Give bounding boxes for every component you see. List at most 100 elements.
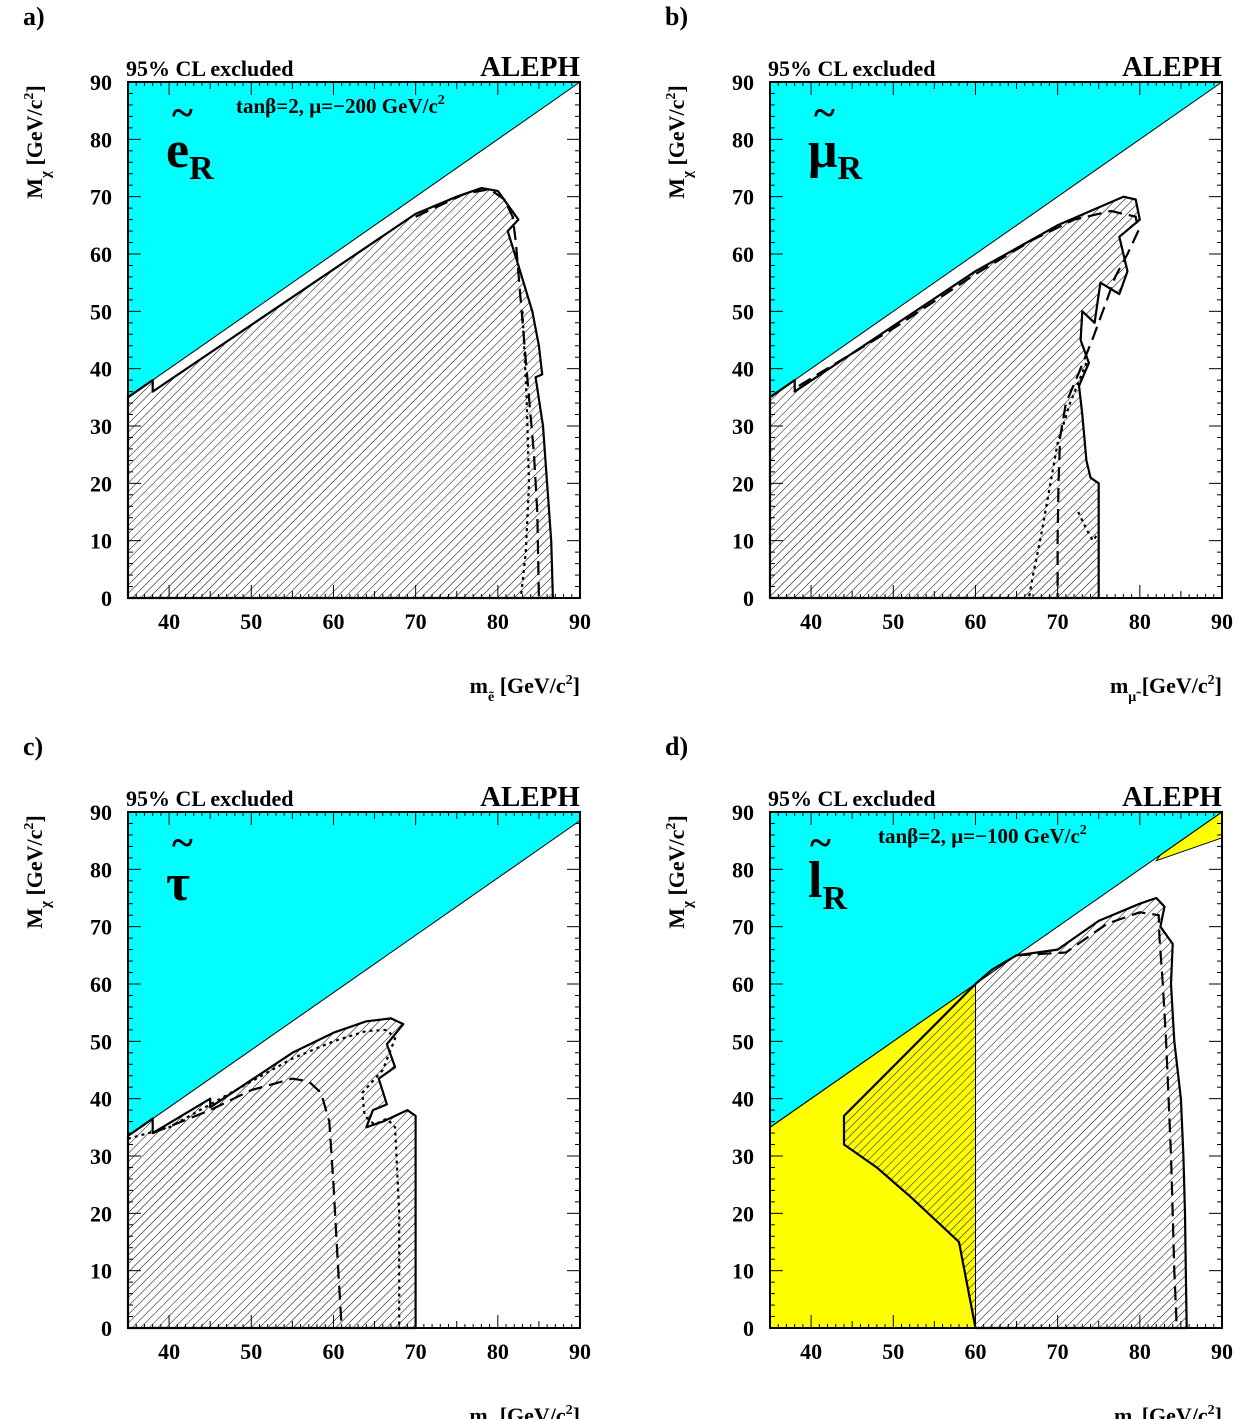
particle-tilde: ~ bbox=[172, 820, 193, 865]
y-tick-label: 40 bbox=[90, 357, 112, 382]
y-tick-label: 90 bbox=[90, 70, 112, 95]
particle-symbol: lR bbox=[808, 852, 847, 917]
y-tick-label: 80 bbox=[732, 857, 754, 882]
panel-b: 40 50 60 70 80 90 0 10 20 30 40 50 60 70 80 90 b) 95% CL … bbox=[664, 2, 1233, 705]
panel-label: d) bbox=[665, 732, 688, 761]
plot-frame bbox=[769, 81, 1223, 599]
particle-tilde: ~ bbox=[810, 820, 831, 865]
corner-left-label: 95% CL excluded bbox=[768, 56, 935, 81]
y-tick-label: 70 bbox=[732, 915, 754, 940]
x-tick-label: 70 bbox=[405, 1339, 427, 1364]
x-tick-label: 40 bbox=[158, 1339, 180, 1364]
x-tick-label: 40 bbox=[800, 609, 822, 634]
dotted-curve bbox=[127, 1028, 401, 1328]
particle-symbol: eR bbox=[166, 122, 214, 187]
panel-label: c) bbox=[23, 732, 43, 761]
y-tick-label: 40 bbox=[90, 1087, 112, 1112]
kinematic-boundary bbox=[127, 820, 581, 1137]
x-tick-label: 80 bbox=[487, 609, 509, 634]
dashed-curve bbox=[1016, 911, 1178, 1329]
x-tick-label: 80 bbox=[1129, 609, 1151, 634]
plot-frame bbox=[127, 81, 581, 599]
y-tick-label: 30 bbox=[90, 414, 112, 439]
panel-label: a) bbox=[23, 2, 45, 31]
particle-symbol: μR bbox=[808, 122, 862, 187]
y-tick-label: 20 bbox=[732, 471, 754, 496]
kinematic-region bbox=[128, 812, 580, 1136]
panel-label: b) bbox=[665, 2, 688, 31]
dotted-curve bbox=[519, 311, 531, 599]
y-tick-label: 50 bbox=[732, 299, 754, 324]
x-tick-label: 70 bbox=[405, 609, 427, 634]
x-tick-label: 60 bbox=[964, 609, 986, 634]
x-axis-label: mτ̃ [GeV/c2] bbox=[469, 1403, 580, 1419]
x-tick-label: 60 bbox=[322, 609, 344, 634]
y-tick-label: 90 bbox=[732, 70, 754, 95]
y-tick-label: 40 bbox=[732, 357, 754, 382]
x-tick-label: 90 bbox=[569, 1339, 591, 1364]
y-tick-label: 50 bbox=[90, 299, 112, 324]
y-tick-label: 20 bbox=[732, 1201, 754, 1226]
x-axis-label: mẽ [GeV/c2] bbox=[470, 673, 580, 705]
panel-a: 40 50 60 70 80 90 0 10 20 30 40 50 60 70 80 90 a) 95% CL … bbox=[22, 2, 591, 705]
x-tick-label: 50 bbox=[240, 609, 262, 634]
kinematic-boundary bbox=[127, 81, 581, 398]
y-tick-label: 50 bbox=[732, 1029, 754, 1054]
x-tick-label: 80 bbox=[487, 1339, 509, 1364]
y-axis-label: Mχ [GeV/c2] bbox=[664, 815, 696, 929]
x-tick-label: 70 bbox=[1047, 1339, 1069, 1364]
params-label: tanβ=2, μ=−100 GeV/c2 bbox=[878, 823, 1087, 848]
x-tick-label: 50 bbox=[240, 1339, 262, 1364]
x-axis-label: mμ̃ [GeV/c2] bbox=[1110, 673, 1222, 705]
corner-right-label: ALEPH bbox=[1122, 781, 1222, 813]
y-tick-label: 0 bbox=[101, 586, 112, 611]
particle-tilde: ~ bbox=[814, 90, 835, 135]
x-tick-label: 60 bbox=[964, 1339, 986, 1364]
y-tick-label: 40 bbox=[732, 1087, 754, 1112]
x-tick-label: 90 bbox=[569, 609, 591, 634]
y-tick-label: 0 bbox=[101, 1316, 112, 1341]
dashed-curve bbox=[152, 1077, 343, 1329]
kinematic-boundary bbox=[769, 81, 1223, 398]
y-tick-label: 0 bbox=[743, 586, 754, 611]
params-label: tanβ=2, μ=−200 GeV/c2 bbox=[236, 93, 445, 118]
excluded-region bbox=[126, 187, 555, 600]
y-tick-label: 10 bbox=[732, 529, 754, 554]
y-tick-label: 70 bbox=[90, 185, 112, 210]
y-tick-label: 50 bbox=[90, 1029, 112, 1054]
panel-c: 40 50 60 70 80 90 0 10 20 30 40 50 60 70 80 90 c) 95% CL … bbox=[22, 732, 591, 1419]
y-axis-label: Mχ [GeV/c2] bbox=[22, 815, 54, 929]
y-tick-label: 10 bbox=[90, 1259, 112, 1284]
corner-right-label: ALEPH bbox=[480, 781, 580, 813]
x-tick-label: 70 bbox=[1047, 609, 1069, 634]
dashed-curve bbox=[798, 209, 1140, 598]
y-tick-label: 0 bbox=[743, 1316, 754, 1341]
y-tick-label: 20 bbox=[90, 471, 112, 496]
x-tick-label: 80 bbox=[1129, 1339, 1151, 1364]
corner-left-label: 95% CL excluded bbox=[768, 786, 935, 811]
x-axis-label: ml̃ [GeV/c2] bbox=[1114, 1403, 1222, 1419]
y-tick-label: 60 bbox=[90, 972, 112, 997]
y-tick-label: 90 bbox=[732, 800, 754, 825]
corner-left-label: 95% CL excluded bbox=[126, 56, 293, 81]
y-tick-label: 80 bbox=[732, 127, 754, 152]
x-tick-label: 90 bbox=[1211, 1339, 1233, 1364]
y-tick-label: 30 bbox=[732, 414, 754, 439]
panel-d: 40 50 60 70 80 90 0 10 20 30 40 50 60 70 80 90 d) 95% CL … bbox=[664, 732, 1233, 1419]
excluded-region bbox=[126, 1017, 417, 1330]
x-tick-label: 50 bbox=[882, 609, 904, 634]
x-tick-label: 40 bbox=[800, 1339, 822, 1364]
excluded-region bbox=[842, 896, 1188, 1330]
dotted-curve bbox=[1027, 362, 1088, 599]
corner-right-label: ALEPH bbox=[1122, 51, 1222, 83]
dotted-curve bbox=[1077, 511, 1098, 543]
dashed-curve bbox=[415, 188, 540, 599]
plot-frame bbox=[769, 811, 1223, 1329]
x-tick-label: 60 bbox=[322, 1339, 344, 1364]
x-tick-label: 90 bbox=[1211, 609, 1233, 634]
plot-frame bbox=[127, 811, 581, 1329]
y-tick-label: 90 bbox=[90, 800, 112, 825]
corner-right-label: ALEPH bbox=[480, 51, 580, 83]
corner-left-label: 95% CL excluded bbox=[126, 786, 293, 811]
